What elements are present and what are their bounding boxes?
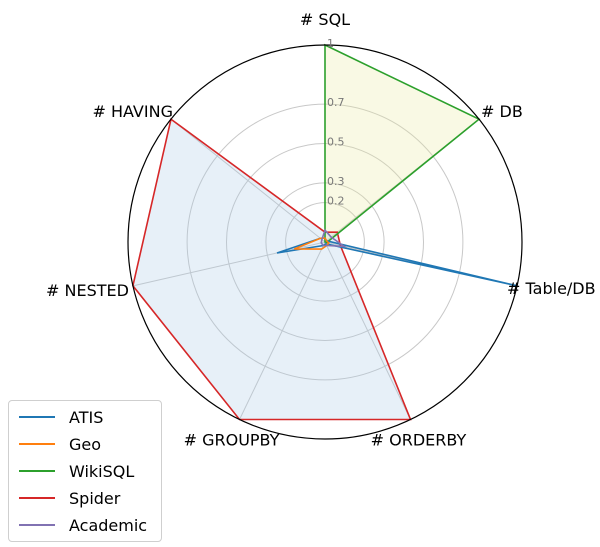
axis-label: # SQL xyxy=(300,10,350,29)
legend: ATIS Geo WikiSQL Spider Academic xyxy=(8,400,162,542)
axis-label: # DB xyxy=(481,102,523,121)
grid-spoke xyxy=(132,241,326,287)
radial-tick-label: 1 xyxy=(327,37,334,50)
radial-tick-label: 0.3 xyxy=(327,175,345,188)
legend-swatch-wikisql xyxy=(19,470,55,472)
legend-item-atis: ATIS xyxy=(19,407,103,427)
series-fill-spider xyxy=(132,119,411,420)
legend-swatch-spider xyxy=(19,497,55,499)
legend-swatch-academic xyxy=(19,524,55,526)
legend-item-academic: Academic xyxy=(19,515,147,535)
grid-spoke xyxy=(324,241,411,420)
legend-item-wikisql: WikiSQL xyxy=(19,461,134,481)
legend-label-academic: Academic xyxy=(69,515,148,535)
radial-tick-label: 0.2 xyxy=(327,195,345,208)
outer-frame-circle xyxy=(127,44,523,440)
legend-label-wikisql: WikiSQL xyxy=(69,461,135,481)
legend-label-spider: Spider xyxy=(69,488,121,508)
grid-spoke xyxy=(239,241,326,420)
series-line-academic xyxy=(320,228,347,248)
axis-label: # HAVING xyxy=(92,102,172,121)
series-line-geo xyxy=(293,237,330,250)
axis-label: # GROUPBY xyxy=(184,430,280,449)
radial-tick-label: 0.5 xyxy=(327,136,345,149)
series-line-wikisql xyxy=(324,43,481,244)
legend-swatch-atis xyxy=(19,416,55,418)
series-fill-wikisql xyxy=(325,45,479,243)
legend-label-atis: ATIS xyxy=(69,407,104,427)
axis-label: # NESTED xyxy=(46,281,129,300)
axis-label: # ORDERBY xyxy=(371,430,467,449)
legend-swatch-geo xyxy=(19,443,55,445)
radial-tick-label: 0.7 xyxy=(327,96,345,109)
legend-item-spider: Spider xyxy=(19,488,120,508)
legend-item-geo: Geo xyxy=(19,434,101,454)
legend-label-geo: Geo xyxy=(69,434,102,454)
grid-spoke xyxy=(170,118,326,243)
axis-label: # Table/DB xyxy=(507,279,596,298)
